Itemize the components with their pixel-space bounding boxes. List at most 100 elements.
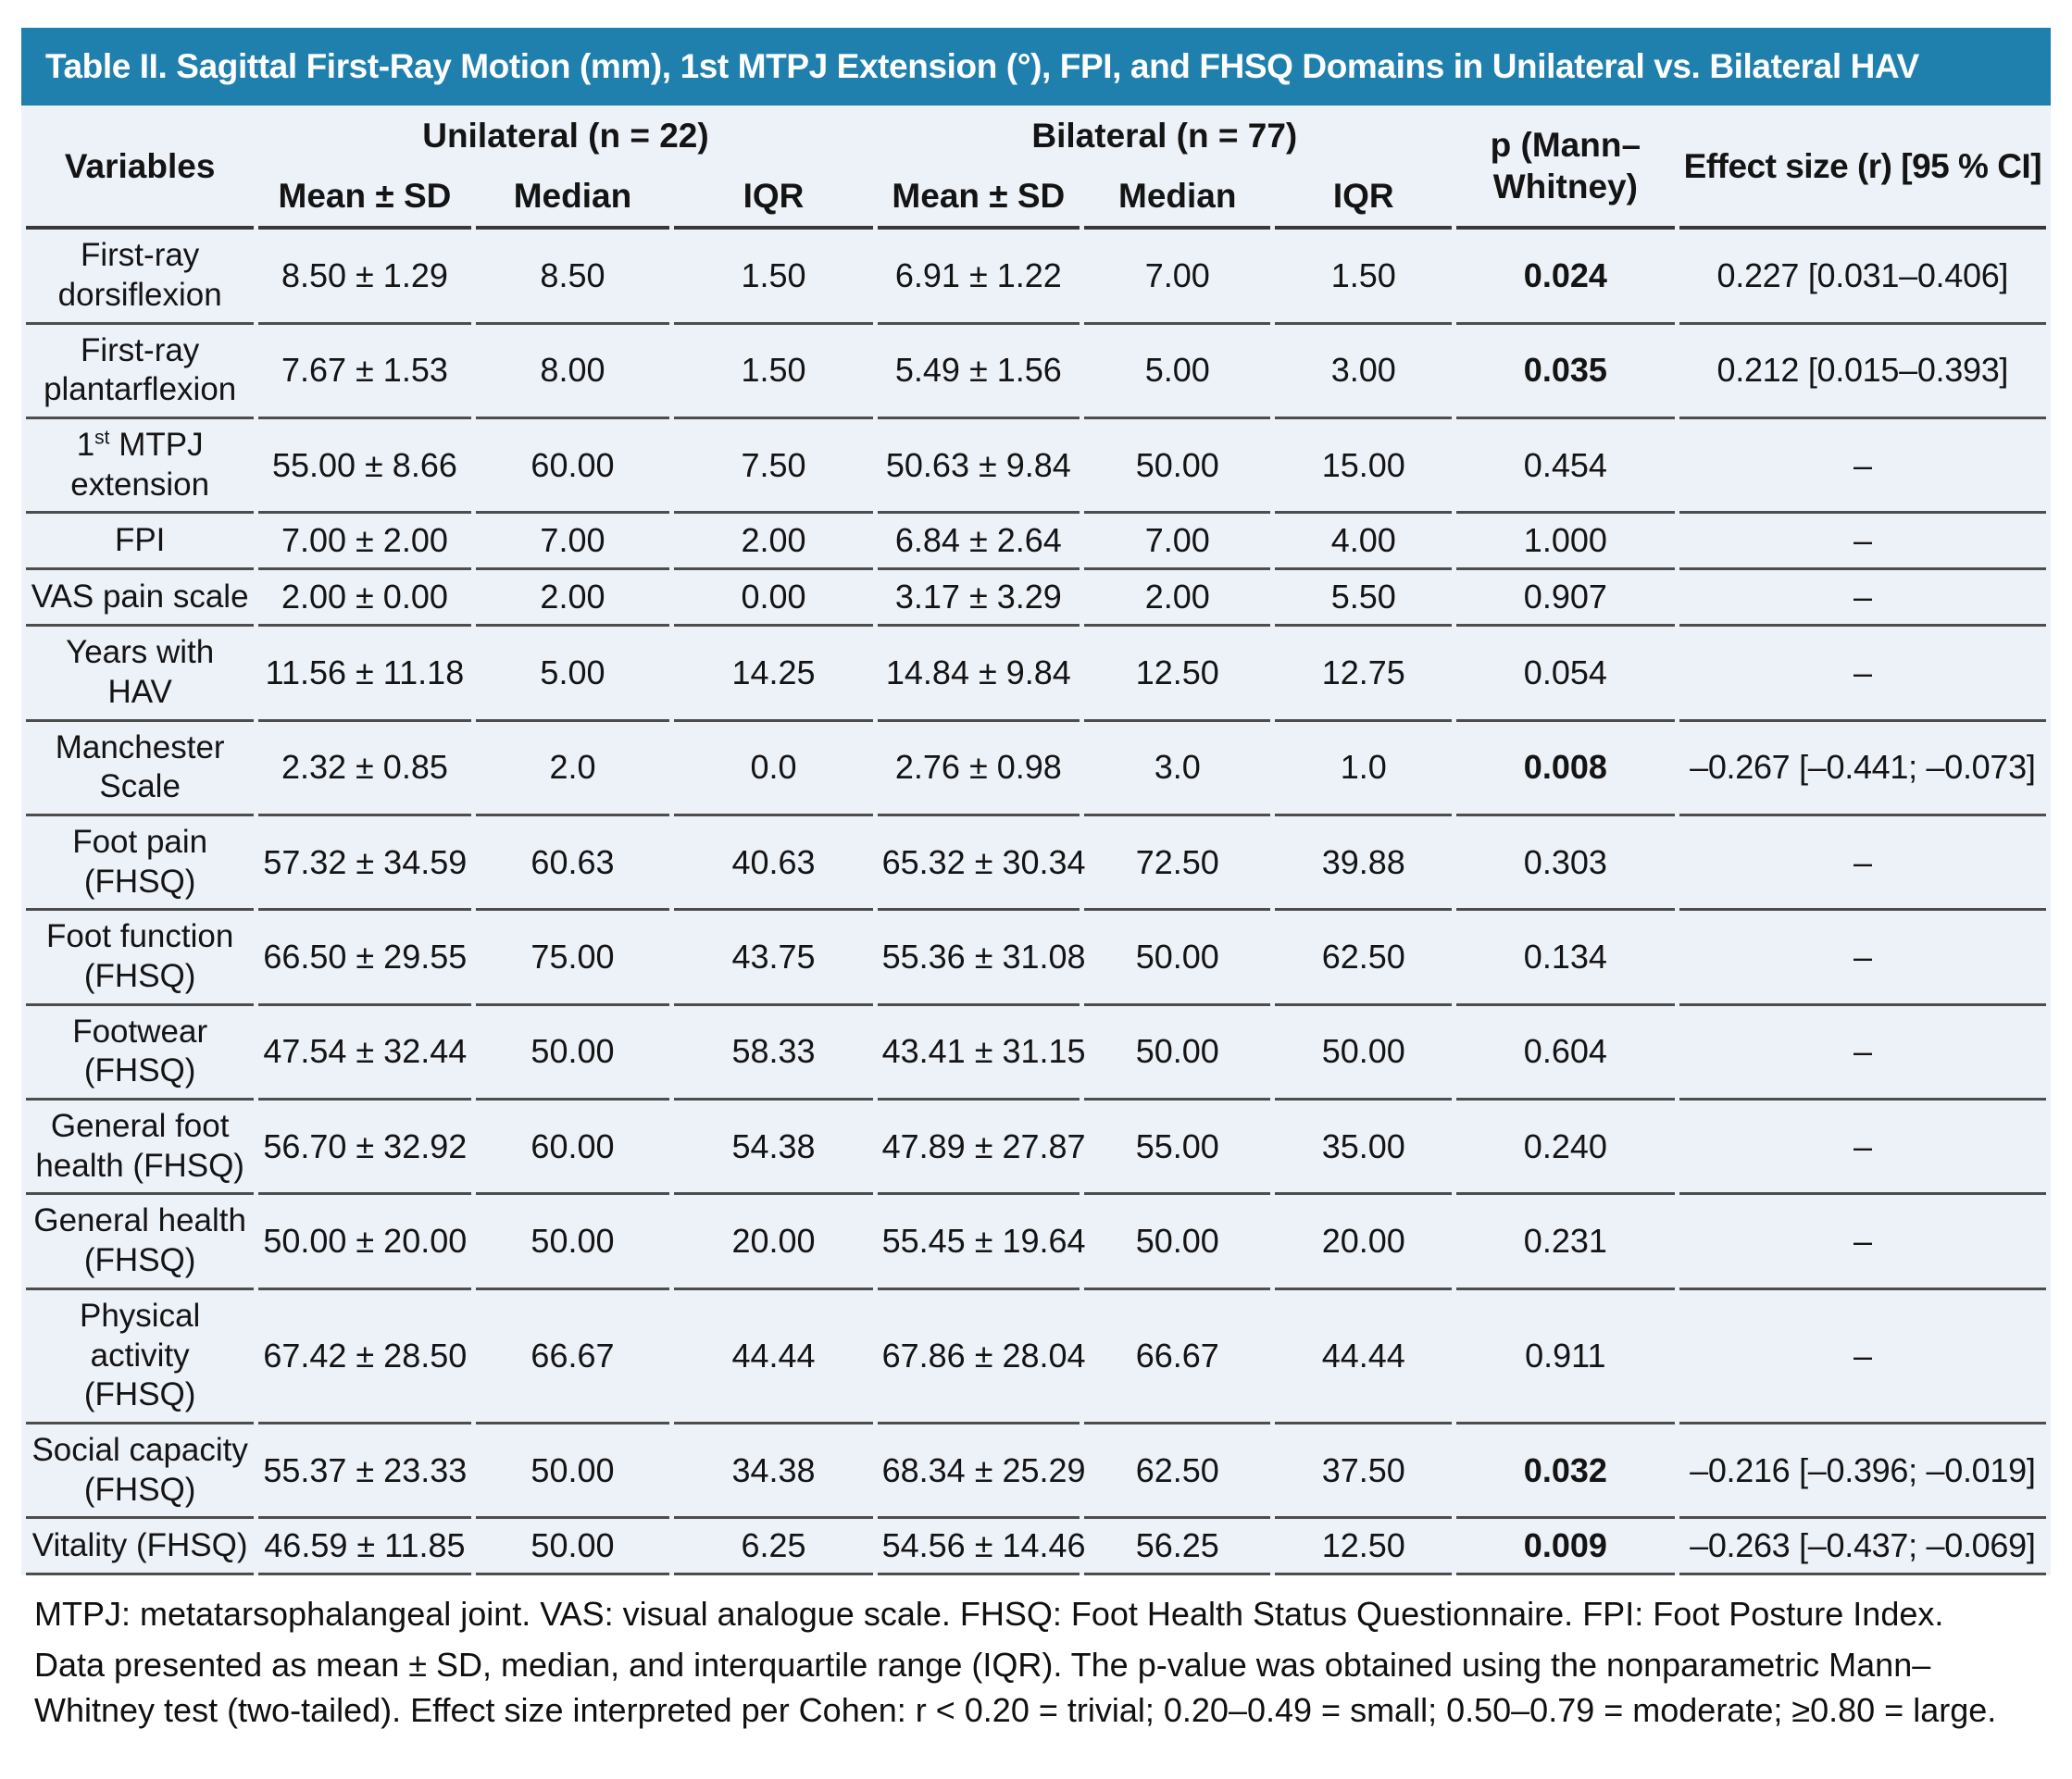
effect-size-cell: – — [1679, 570, 2046, 628]
bil-mean-sd-cell: 65.32 ± 30.34 — [877, 816, 1086, 912]
row-label: Physical activity (FHSQ) — [26, 1290, 255, 1424]
uni-iqr-cell: 1.50 — [674, 325, 873, 419]
bil-median-cell: 56.25 — [1084, 1519, 1271, 1576]
bil-mean-sd-cell: 2.76 ± 0.98 — [877, 722, 1080, 816]
effect-size-cell: – — [1679, 816, 2046, 912]
subheader-bil-iqr: IQR — [1275, 166, 1453, 230]
effect-size-cell: – — [1679, 1101, 2046, 1196]
row-label: General health (FHSQ) — [26, 1195, 255, 1290]
effect-size-cell: –0.263 [–0.437; –0.069] — [1679, 1519, 2046, 1576]
table-row: Social capacity (FHSQ) 55.37 ± 23.33 50.00… — [26, 1424, 2046, 1520]
column-header-effect-size: Effect size (r) [95 % CI] — [1679, 106, 2046, 230]
p-value-cell: 0.454 — [1456, 419, 1675, 515]
table-row: General foot health (FHSQ) 56.70 ± 32.92 6… — [26, 1101, 2046, 1196]
table-footnotes: MTPJ: metatarsophalangeal joint. VAS: vi… — [21, 1575, 2051, 1734]
bil-iqr-cell: 20.00 — [1275, 1195, 1453, 1290]
bil-median-cell: 3.0 — [1084, 722, 1271, 816]
ordinal-suffix: st — [94, 427, 110, 449]
bil-median-cell: 66.67 — [1084, 1290, 1271, 1424]
bil-iqr-cell: 39.88 — [1275, 816, 1453, 912]
p-value-cell: 0.035 — [1456, 325, 1675, 419]
uni-median-cell: 8.50 — [475, 230, 670, 325]
row-label: First-ray dorsiflexion — [26, 230, 255, 325]
effect-size-cell: –0.267 [–0.441; –0.073] — [1679, 722, 2046, 816]
bil-iqr-cell: 62.50 — [1275, 911, 1453, 1006]
effect-size-cell: – — [1679, 1195, 2046, 1290]
bil-mean-sd-cell: 55.36 ± 31.08 — [877, 911, 1086, 1006]
bil-median-cell: 2.00 — [1084, 570, 1271, 628]
uni-mean-sd-cell: 2.32 ± 0.85 — [258, 722, 471, 816]
effect-size-cell: 0.227 [0.031–0.406] — [1679, 230, 2046, 325]
bil-iqr-cell: 50.00 — [1275, 1006, 1453, 1101]
uni-iqr-cell: 7.50 — [674, 419, 873, 515]
p-value-cell: 0.054 — [1456, 627, 1675, 722]
uni-iqr-cell: 58.33 — [674, 1006, 873, 1101]
bil-mean-sd-cell: 6.91 ± 1.22 — [877, 230, 1080, 325]
bil-iqr-cell: 12.75 — [1275, 627, 1453, 722]
bil-mean-sd-cell: 14.84 ± 9.84 — [877, 627, 1080, 722]
bil-median-cell: 7.00 — [1084, 230, 1271, 325]
table-row: General health (FHSQ) 50.00 ± 20.00 50.00 2… — [26, 1195, 2046, 1290]
table-row: Physical activity (FHSQ) 67.42 ± 28.50 66.… — [26, 1290, 2046, 1424]
bil-mean-sd-cell: 54.56 ± 14.46 — [877, 1519, 1086, 1576]
effect-size-cell: – — [1679, 1290, 2046, 1424]
p-value-cell: 0.911 — [1456, 1290, 1675, 1424]
column-header-variables: Variables — [26, 106, 255, 230]
row-label: Manchester Scale — [26, 722, 255, 816]
table-header: Variables Unilateral (n = 22) Bilateral … — [26, 106, 2046, 230]
bil-iqr-cell: 5.50 — [1275, 570, 1453, 628]
uni-median-cell: 7.00 — [475, 514, 670, 571]
uni-mean-sd-cell: 57.32 ± 34.59 — [258, 816, 471, 912]
uni-median-cell: 60.00 — [475, 419, 670, 515]
uni-mean-sd-cell: 11.56 ± 11.18 — [258, 627, 471, 722]
bil-median-cell: 50.00 — [1084, 419, 1271, 515]
bil-iqr-cell: 1.50 — [1275, 230, 1453, 325]
row-label: Social capacity (FHSQ) — [26, 1424, 255, 1520]
table-title-bar: Table II. Sagittal First-Ray Motion (mm)… — [21, 28, 2051, 106]
bil-iqr-cell: 44.44 — [1275, 1290, 1453, 1424]
uni-iqr-cell: 40.63 — [674, 816, 873, 912]
uni-mean-sd-cell: 7.67 ± 1.53 — [258, 325, 471, 419]
table-row: Manchester Scale 2.32 ± 0.85 2.0 0.0 2.76 ± … — [26, 722, 2046, 816]
subheader-uni-iqr: IQR — [674, 166, 873, 230]
p-value-cell: 0.240 — [1456, 1101, 1675, 1196]
uni-median-cell: 5.00 — [475, 627, 670, 722]
uni-mean-sd-cell: 55.37 ± 23.33 — [258, 1424, 471, 1520]
table-row: Years with HAV 11.56 ± 11.18 5.00 14.25 14.8… — [26, 627, 2046, 722]
bil-median-cell: 62.50 — [1084, 1424, 1271, 1520]
p-header-line2: Whitney) — [1492, 168, 1638, 206]
uni-median-cell: 60.63 — [475, 816, 670, 912]
uni-iqr-cell: 34.38 — [674, 1424, 873, 1520]
footnote-methods: Data presented as mean ± SD, median, and… — [34, 1646, 1997, 1730]
uni-mean-sd-cell: 2.00 ± 0.00 — [258, 570, 471, 628]
bil-median-cell: 7.00 — [1084, 514, 1271, 571]
uni-mean-sd-cell: 67.42 ± 28.50 — [258, 1290, 471, 1424]
uni-iqr-cell: 1.50 — [674, 230, 873, 325]
table-row: Foot pain (FHSQ) 57.32 ± 34.59 60.63 40.63 6… — [26, 816, 2046, 912]
effect-size-cell: – — [1679, 1006, 2046, 1101]
row-label: Foot function (FHSQ) — [26, 911, 255, 1006]
subheader-bil-median: Median — [1084, 166, 1271, 230]
uni-mean-sd-cell: 55.00 ± 8.66 — [258, 419, 471, 515]
uni-median-cell: 8.00 — [475, 325, 670, 419]
table-row: Vitality (FHSQ) 46.59 ± 11.85 50.00 6.25 54.… — [26, 1519, 2046, 1576]
bil-median-cell: 12.50 — [1084, 627, 1271, 722]
row-label: FPI — [26, 514, 255, 571]
effect-size-cell: – — [1679, 514, 2046, 571]
row-label: VAS pain scale — [26, 570, 255, 628]
bil-mean-sd-cell: 5.49 ± 1.56 — [877, 325, 1080, 419]
uni-iqr-cell: 54.38 — [674, 1101, 873, 1196]
effect-size-cell: –0.216 [–0.396; –0.019] — [1679, 1424, 2046, 1520]
bil-iqr-cell: 4.00 — [1275, 514, 1453, 571]
uni-median-cell: 75.00 — [475, 911, 670, 1006]
uni-mean-sd-cell: 50.00 ± 20.00 — [258, 1195, 471, 1290]
group-header-unilateral: Unilateral (n = 22) — [422, 117, 709, 155]
p-value-cell: 0.024 — [1456, 230, 1675, 325]
uni-median-cell: 50.00 — [475, 1519, 670, 1576]
bil-mean-sd-cell: 68.34 ± 25.29 — [877, 1424, 1086, 1520]
table-row: VAS pain scale 2.00 ± 0.00 2.00 0.00 3.17 ± … — [26, 570, 2046, 628]
bil-iqr-cell: 3.00 — [1275, 325, 1453, 419]
bil-mean-sd-cell: 6.84 ± 2.64 — [877, 514, 1080, 571]
p-value-cell: 0.907 — [1456, 570, 1675, 628]
